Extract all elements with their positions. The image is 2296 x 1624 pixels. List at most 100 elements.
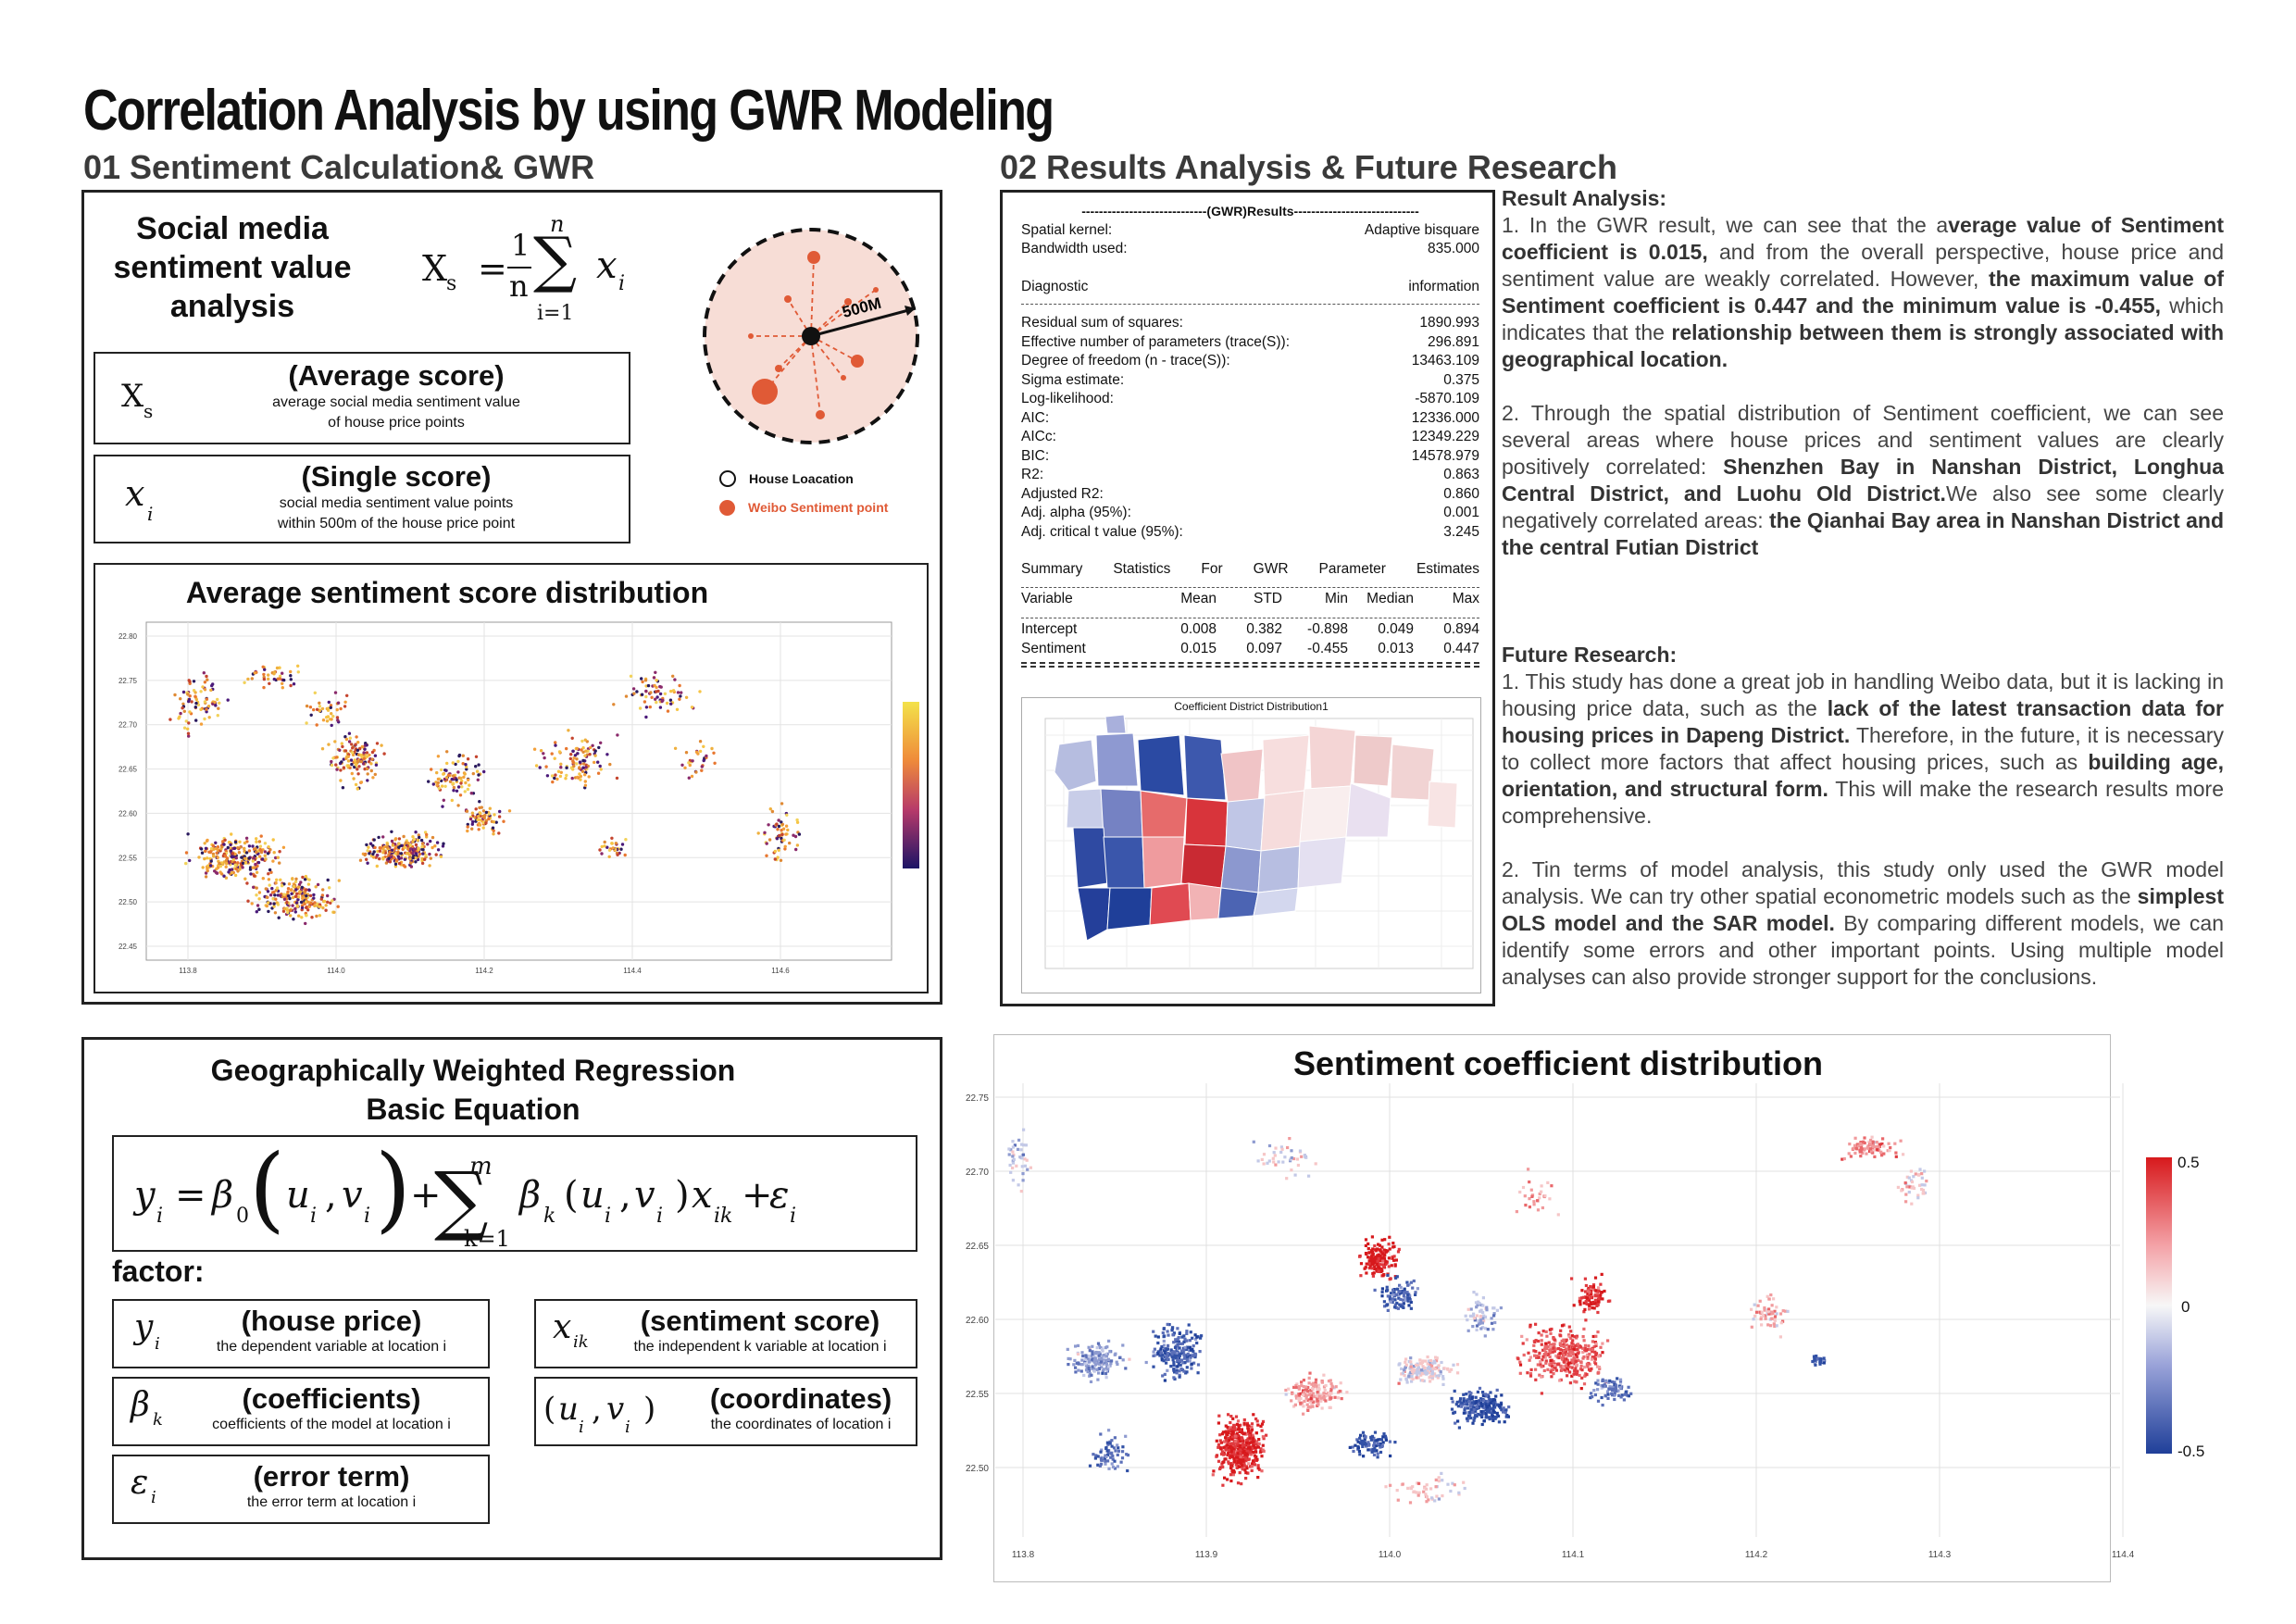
sentiment-point [461,762,465,766]
sentiment-point [777,848,780,852]
coefficient-point [1434,1355,1438,1359]
coefficient-point [1454,1403,1458,1406]
svg-text:i: i [579,1418,584,1437]
sentiment-point [296,664,300,668]
sentiment-point [366,767,369,771]
coefficient-point [1584,1283,1588,1288]
coefficient-point [1467,1414,1471,1418]
factor-house-price: y i (house price) the dependent variable… [112,1299,490,1368]
coefficient-point [1379,1255,1382,1258]
coefficient-point [1357,1449,1361,1454]
coefficient-point [1581,1356,1585,1360]
sentiment-point [624,838,628,842]
coefficient-point [1391,1293,1395,1297]
sentiment-point [258,847,262,852]
coefficient-point [1577,1358,1580,1362]
coefficient-point [1226,1478,1229,1481]
sentiment-point [765,854,768,857]
coefficient-point [1099,1462,1104,1466]
coefficient-point [1571,1339,1575,1343]
coefficient-point [1369,1438,1373,1442]
coefficient-point [1086,1370,1090,1374]
coefficient-point [1406,1299,1410,1303]
coefficient-point [1456,1371,1460,1375]
sentiment-point [554,743,557,747]
coefficient-point [1491,1418,1495,1422]
svg-text:,: , [619,1174,631,1217]
factor-coefficients: β k (coefficients) coefficients of the m… [112,1377,490,1446]
coefficient-point [1232,1427,1236,1430]
sentiment-point [550,752,554,756]
sentiment-point [272,677,276,681]
coefficient-point [1386,1249,1390,1253]
coefficient-point [1393,1305,1397,1309]
coefficient-map-title: Sentiment coefficient distribution [1292,1044,1824,1082]
coefficient-point [1887,1142,1890,1145]
coefficient-point [1562,1338,1566,1342]
coefficient-point [1401,1371,1404,1375]
sentiment-point [784,832,788,836]
sentiment-point [233,873,238,878]
sentiment-point [308,706,313,709]
coefficient-point [1578,1373,1581,1378]
sentiment-point [688,763,692,768]
coefficient-point [1882,1144,1886,1148]
sentiment-point [312,707,316,712]
coefficient-point [1111,1457,1115,1461]
coefficient-point [1234,1455,1238,1459]
coefficient-point [1550,1184,1554,1188]
coefficient-point [1572,1346,1576,1350]
sentiment-point [267,872,270,876]
coefficient-point [1233,1460,1237,1464]
coefficient-point [1847,1152,1851,1156]
coefficient-point [1584,1318,1588,1322]
coefficient-point [1596,1310,1600,1315]
coefficient-point [1869,1149,1873,1153]
coefficient-point [1482,1319,1486,1323]
coefficient-point [1870,1135,1874,1139]
coefficient-point [1498,1405,1502,1408]
coefficient-point [1467,1410,1471,1415]
coefficient-point [1113,1467,1117,1470]
sentiment-point [767,838,772,842]
district-polygon [1188,882,1222,921]
sentiment-point [305,888,308,892]
coefficient-point [1169,1353,1173,1356]
coefficient-point [1873,1155,1877,1158]
sentiment-point [209,864,213,868]
coefficient-point [1252,1413,1255,1417]
coefficient-point [1528,1197,1531,1201]
sentiment-point [648,705,652,709]
coefficient-point [1401,1305,1404,1308]
coefficient-point [1176,1327,1179,1330]
coefficient-point [1166,1351,1169,1355]
sentiment-point [192,680,196,683]
coefficient-point [1234,1463,1239,1467]
coefficient-point [1297,1394,1301,1399]
coefficient-point [1162,1343,1166,1347]
sentiment-point [315,723,318,727]
coefficient-point [1520,1334,1524,1338]
coefficient-point [1111,1465,1116,1468]
coefficient-point [1017,1183,1020,1187]
coefficient-point [1570,1342,1574,1345]
coefficient-point [1162,1327,1166,1330]
coefficient-point [1012,1157,1016,1161]
sentiment-point [570,736,574,740]
coefficient-point [1570,1334,1574,1338]
coefficient-point [1573,1372,1577,1376]
sentiment-point [181,690,186,694]
coefficient-point [1105,1449,1109,1453]
sentiment-point [320,706,325,711]
coefficient-point [1766,1310,1770,1314]
sentiment-point [292,884,296,889]
coefficient-point [1434,1485,1438,1489]
coefficient-point [1764,1317,1767,1320]
coefficient-point [1299,1401,1303,1405]
sentiment-point [275,901,279,905]
coefficient-point [1575,1355,1578,1359]
coefficient-point [1614,1386,1617,1390]
sentiment-point [305,704,309,708]
sentiment-point [605,753,609,756]
coefficient-point [1371,1274,1375,1278]
